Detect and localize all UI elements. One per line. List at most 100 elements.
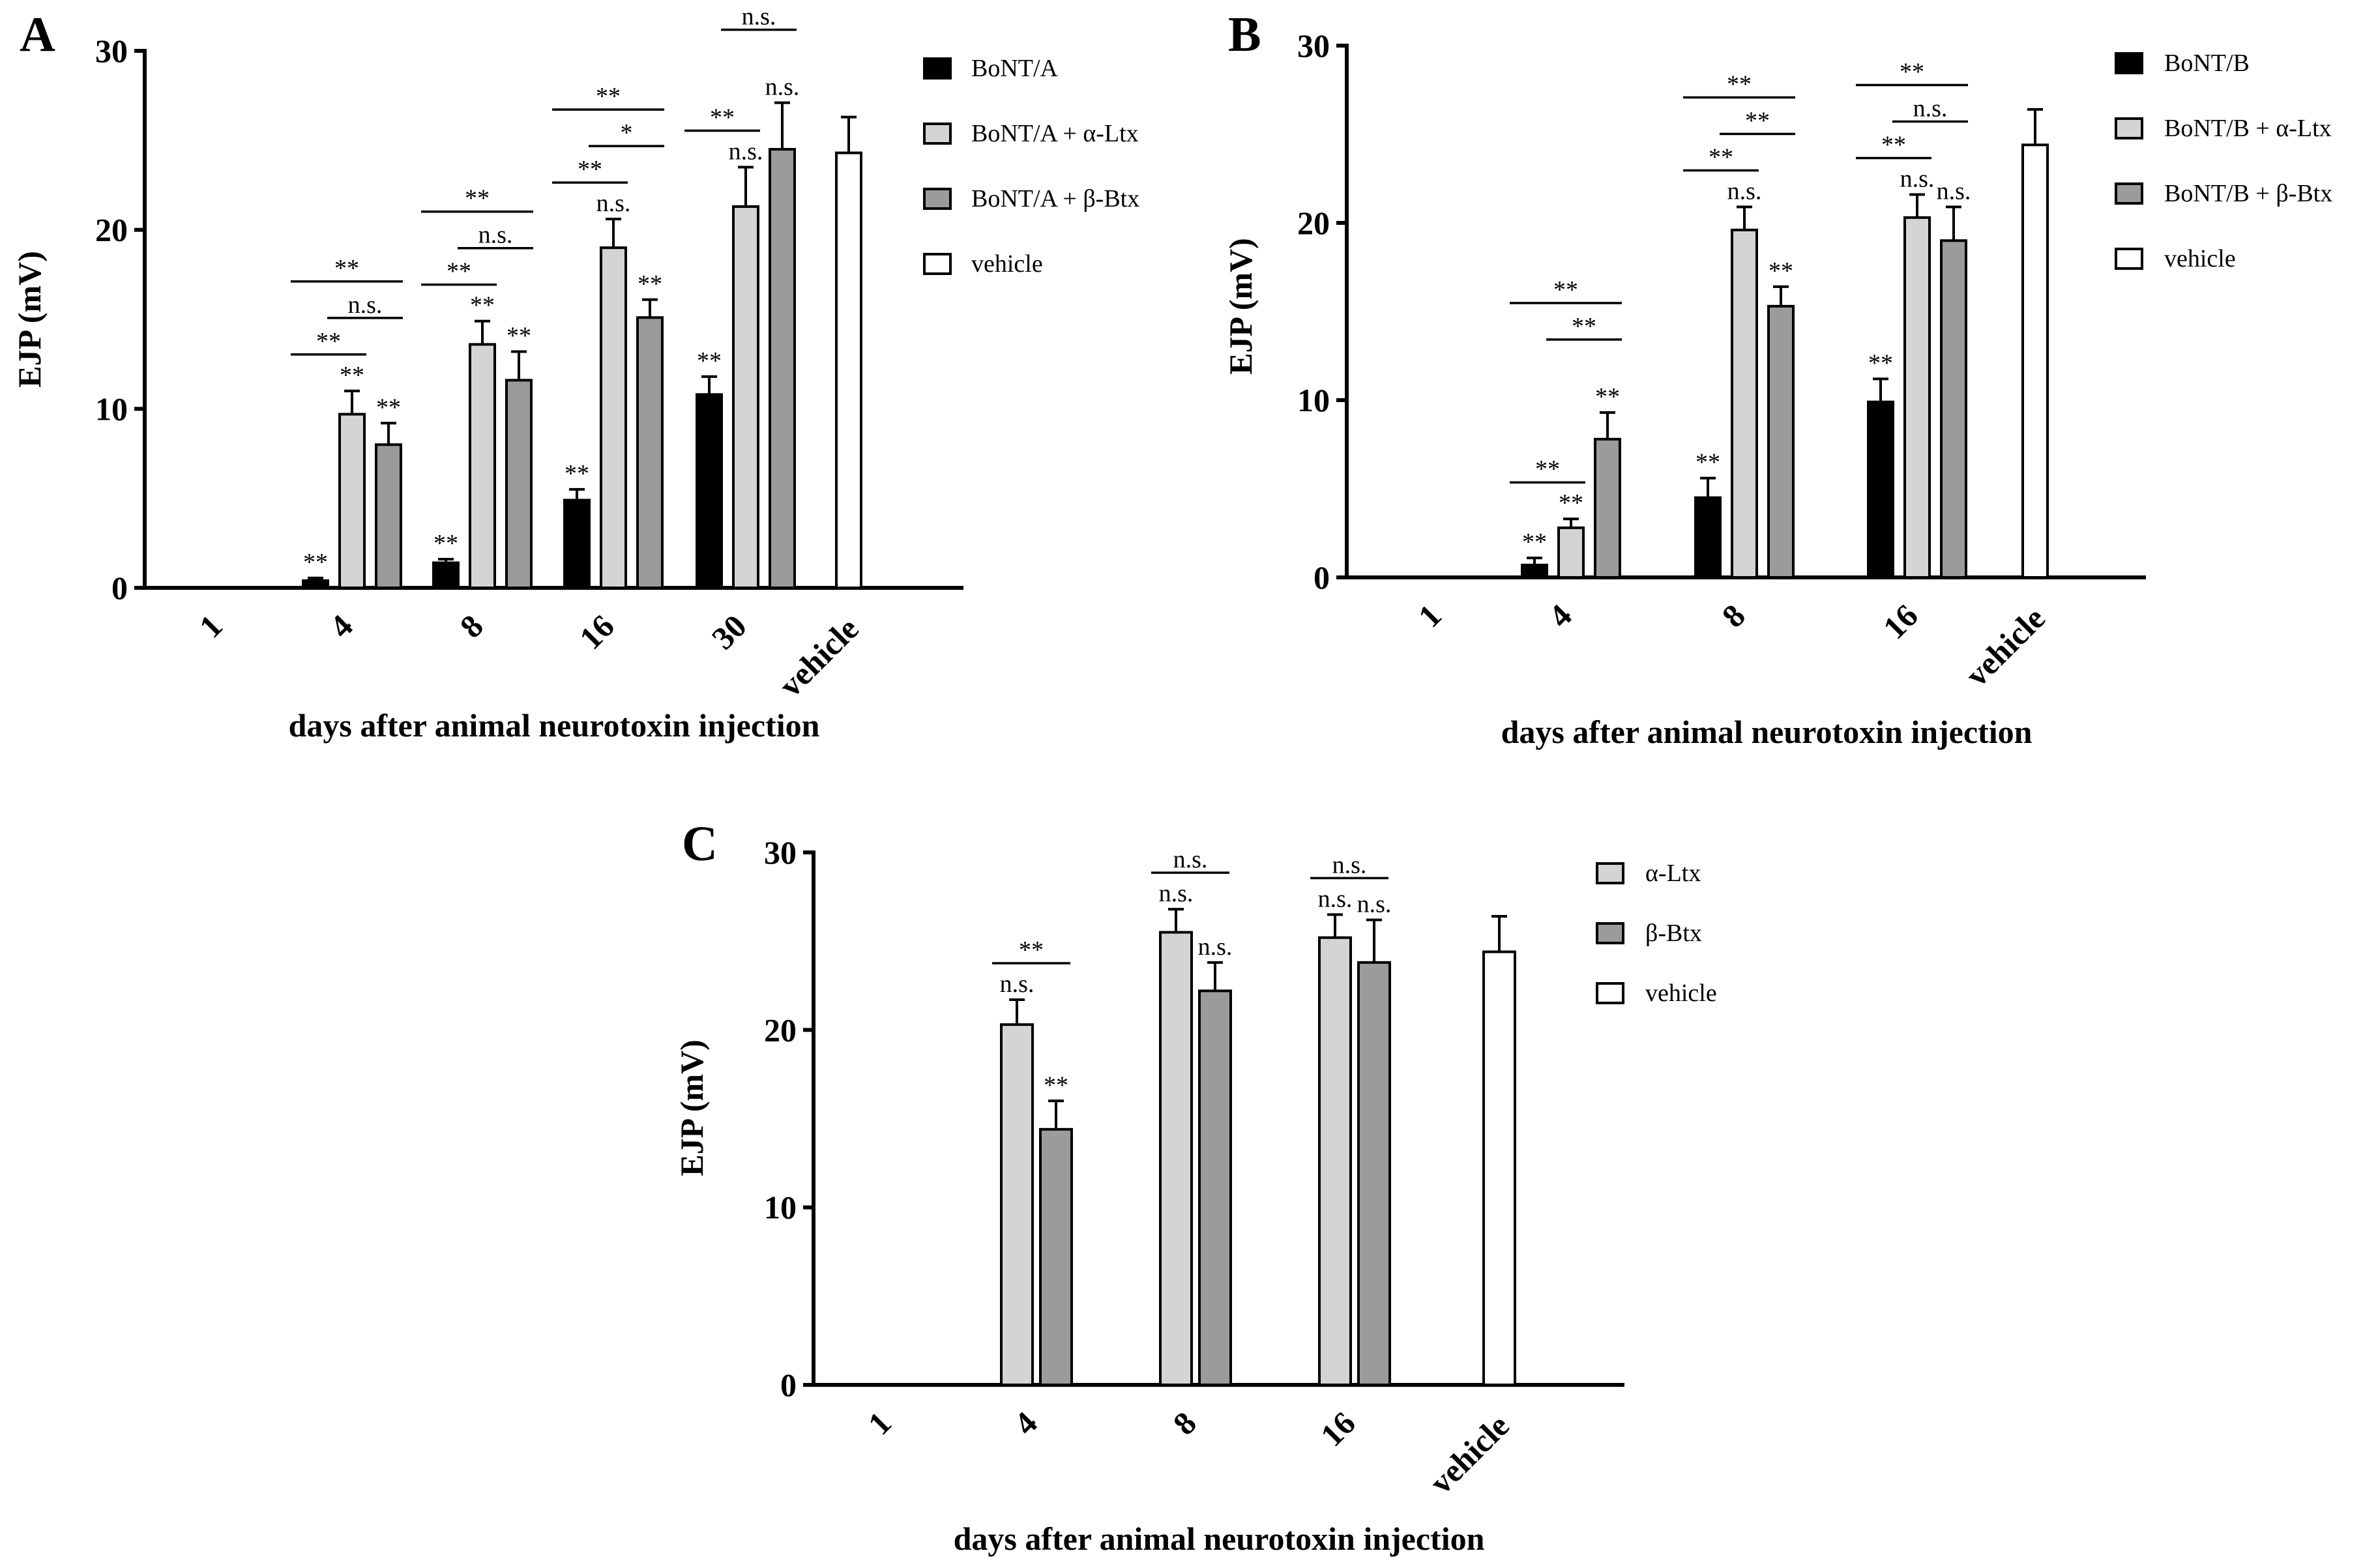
bar--btx-8 (1198, 989, 1232, 1387)
legend-swatch (2115, 248, 2143, 270)
bar-bont-a-btx-16 (636, 316, 664, 589)
bracket-label: ** (1727, 71, 1752, 98)
y-tick-label: 0 (1314, 559, 1330, 596)
y-tick-label: 20 (1297, 205, 1330, 241)
x-category-label: 30 (705, 607, 754, 656)
bar--ltx-16 (1318, 936, 1352, 1386)
panel-letter: B (1228, 7, 1261, 62)
panel-b-chart: B 0 10 20 30 EJP (mV) days after animal neurot… (1222, 7, 2332, 750)
y-tick-label: 10 (1297, 382, 1330, 418)
significance-label: n.s. (1198, 933, 1233, 961)
significance-label: ** (1522, 529, 1547, 556)
significance-label: n.s. (1937, 178, 1971, 205)
legend-entry: BoNT/A + α-Ltx (971, 120, 1139, 147)
bar-bont-a-8 (432, 561, 460, 590)
panel-letter: A (20, 7, 55, 62)
significance-label: ** (697, 347, 722, 375)
bracket-label: ** (1709, 144, 1733, 171)
legend-swatch (923, 253, 952, 275)
legend-swatch (2115, 182, 2143, 205)
bracket-label: ** (1881, 131, 1906, 158)
bar-bont-b-16 (1867, 400, 1894, 579)
bar--btx-4 (1039, 1127, 1073, 1386)
bracket-label: ** (1553, 276, 1578, 304)
legend-swatch (1596, 922, 1624, 944)
bar--btx-16 (1357, 961, 1391, 1386)
y-tick-label: 0 (111, 570, 128, 606)
significance-label: ** (1769, 257, 1793, 285)
legend-swatch (1596, 862, 1624, 884)
legend-entry: β-Btx (1645, 920, 1702, 947)
panel-a-chart: A 0 10 20 30 EJP (mV) days after animal neurot… (11, 3, 1139, 744)
legend-swatch (2115, 52, 2143, 74)
legend-entry: vehicle (1645, 980, 1717, 1007)
legend-entry: α-Ltx (1645, 860, 1701, 887)
legend-entry: vehicle (971, 250, 1043, 278)
bar-bont-a-ltx-30 (732, 205, 759, 589)
bracket-label: ** (447, 258, 471, 285)
bar-bont-a-30 (696, 393, 723, 589)
bracket-label: n.s. (1332, 851, 1367, 878)
bar-bont-b-ltx-8 (1731, 228, 1758, 579)
bracket-label: ** (710, 104, 735, 132)
x-category-label: 8 (1715, 597, 1752, 634)
bracket-label: ** (596, 83, 621, 110)
significance-label: n.s. (1900, 165, 1935, 192)
significance-label: n.s. (1000, 970, 1035, 998)
significance-label: n.s. (596, 190, 631, 217)
significance-label: n.s. (1727, 178, 1762, 205)
bar-bont-b-ltx-4 (1557, 526, 1585, 579)
bar--ltx-4 (1000, 1023, 1034, 1386)
significance-label: ** (565, 460, 589, 487)
x-category-label: 1 (192, 607, 229, 645)
x-category-label: 4 (323, 607, 360, 645)
bracket-label: ** (316, 328, 341, 355)
y-tick-label: 30 (764, 834, 797, 871)
significance-label: ** (1868, 349, 1893, 377)
significance-label: ** (1595, 383, 1620, 411)
bar-bont-a-btx-8 (505, 379, 533, 589)
legend-swatch (923, 123, 952, 145)
y-tick-label: 30 (1297, 27, 1330, 64)
significance-label: ** (1044, 1071, 1068, 1099)
bracket-label: n.s. (1913, 94, 1948, 122)
bracket-label: ** (1535, 456, 1560, 483)
bracket-label: n.s. (478, 222, 513, 249)
bracket-label: ** (1572, 313, 1596, 340)
x-category-label: vehicle (1422, 1407, 1516, 1501)
bar-vehicle (835, 151, 862, 589)
bar-bont-a-ltx-16 (600, 246, 627, 589)
significance-label: ** (376, 394, 401, 421)
significance-label: ** (1695, 449, 1720, 476)
y-tick-label: 20 (95, 212, 128, 248)
bar--ltx-8 (1159, 931, 1193, 1387)
y-tick-label: 10 (764, 1189, 797, 1226)
significance-label: ** (433, 530, 458, 557)
bar-bont-b-4 (1521, 563, 1548, 579)
legend-swatch (923, 57, 952, 80)
bracket-label: ** (465, 185, 490, 212)
x-category-label: vehicle (772, 610, 866, 704)
y-tick-label: 20 (764, 1011, 797, 1048)
bar-bont-b-ltx-16 (1903, 216, 1931, 579)
x-category-label: 4 (1007, 1404, 1044, 1442)
significance-label: n.s. (1318, 885, 1353, 912)
legend-entry: BoNT/B + β-Btx (2164, 180, 2332, 207)
y-axis-title: EJP (mV) (1222, 238, 1259, 375)
bracket-label: n.s. (348, 291, 383, 319)
legend-entry: BoNT/B + α-Ltx (2164, 115, 2332, 142)
significance-label: ** (470, 292, 495, 319)
legend-swatch (2115, 117, 2143, 139)
y-tick-label: 0 (780, 1367, 797, 1403)
bar-bont-a-ltx-4 (338, 413, 366, 589)
x-category-label: 8 (453, 607, 490, 645)
bar-bont-b-btx-4 (1594, 437, 1621, 579)
x-category-label: 16 (1876, 597, 1925, 646)
panel-letter: C (682, 817, 718, 871)
bar-bont-b-btx-8 (1767, 304, 1795, 579)
significance-label: n.s. (729, 138, 763, 166)
significance-label: n.s. (1357, 890, 1392, 918)
y-axis-title: EJP (mV) (11, 251, 48, 388)
bracket-label: ** (578, 156, 602, 183)
